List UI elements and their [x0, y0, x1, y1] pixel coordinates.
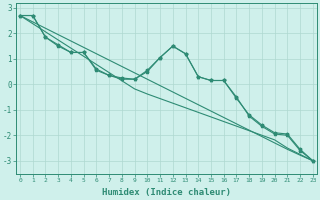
X-axis label: Humidex (Indice chaleur): Humidex (Indice chaleur)	[102, 188, 231, 197]
